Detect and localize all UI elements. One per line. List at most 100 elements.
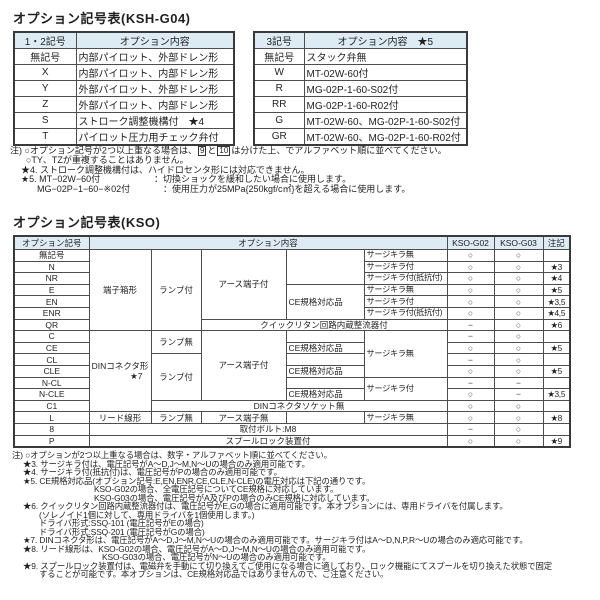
table-header-row: オプション記号 オプション内容 KSO-G02 KSO-G03 注記: [13, 235, 571, 250]
note-line: MG−02P−1−60−※02付 ：使用圧力が25MPa{250kgf/c㎡}を超…: [10, 183, 447, 195]
table-row: T パイロット圧力用チェック弁付: [13, 128, 235, 146]
earth-group-cell: アース端子付: [200, 249, 287, 320]
g02-mark: ○: [446, 306, 495, 320]
note-cell: ★4: [542, 272, 571, 285]
note-line: ★7. DINコネクタ形は、電圧記号がA〜D,J〜M,N〜Uの場合のみ適用可能で…: [23, 535, 528, 545]
g03-mark: ○: [493, 318, 544, 332]
surge-cell: サージキラ無: [363, 249, 448, 262]
g03-mark: ○: [493, 306, 544, 320]
lamp-group-cell: ランプ付: [150, 248, 202, 332]
surge-cell: サージキラ付(抵抗付): [363, 306, 448, 320]
symbol-cell: ENR: [13, 306, 90, 320]
g02-mark: ○: [446, 399, 495, 413]
symbol-cell: Z: [13, 96, 77, 113]
g02-mark: ○: [446, 364, 495, 378]
note-line: ★9. スプールロック装置付は、電磁弁を手動にて切り換えてご使用になる場合に適し…: [23, 560, 553, 571]
earth-group-cell: アース端子付: [200, 330, 287, 401]
g03-mark: ○: [493, 411, 544, 424]
g03-mark: ○: [493, 260, 544, 274]
note-cell: [542, 330, 571, 343]
empty-cell: [285, 249, 365, 285]
symbol-cell: N-CLE: [13, 388, 90, 401]
g03-mark: ○: [493, 399, 544, 413]
table-row: C DINコネクタ形 ★7 ランプ無 アース端子付 サージキラ無 − ○: [13, 330, 571, 413]
g03-mark: ○: [493, 330, 544, 343]
lamp-group-cell: ランプ無: [150, 411, 202, 424]
symbol-cell: GR: [253, 128, 305, 146]
symbol-cell: QR: [13, 318, 90, 332]
col-header-content: オプション内容: [75, 31, 235, 49]
content-cell: 内部パイロット、外部ドレン形: [75, 48, 235, 65]
form-group-cell: DINコネクタ形 ★7: [88, 330, 152, 413]
note-line: ★4. ストローク調整機構付は、ハイドロセンタ形には対応できません。: [21, 164, 310, 175]
col-header-content: オプション内容 ★5: [303, 31, 468, 49]
note-text: 注) ○オプション記号が2つ以上重なる場合は、: [10, 145, 197, 156]
boxed-number-9: 9: [197, 146, 207, 156]
kso-notes-block: 注) ○オプションが2つ以上重なる場合は、数字・アルファベット順に並べてください…: [12, 451, 552, 579]
symbol-cell: P: [13, 434, 90, 448]
content-cell: パイロット圧力用チェック弁付: [75, 128, 235, 146]
table-row: ENR サージキラ付(抵抗付) ○ ○ ★4,5: [13, 306, 571, 320]
note-cell: ★8: [542, 411, 571, 424]
symbol-cell: CLE: [13, 364, 90, 378]
table-header-row: 1・2記号 オプション内容: [13, 31, 235, 49]
table-row: CE CE規格対応品 ○ ○ ★5: [13, 341, 571, 355]
symbol-cell: EN: [13, 295, 90, 308]
kso-section-title: オプション記号表(KSO): [13, 215, 161, 230]
symbol-cell: G: [253, 112, 305, 129]
note-line: ★3. サージキラ付は、電圧記号がA〜D,J〜M,N〜Uの場合のみ適用可能です。: [23, 458, 310, 469]
surge-cell: サージキラ付: [363, 260, 448, 274]
note-cell: ★5: [542, 283, 571, 297]
table-header-row: 3記号 オプション内容 ★5: [253, 31, 468, 49]
bolt-cell: 取付ボルト:M8: [88, 422, 448, 436]
symbol-cell: 無記号: [13, 249, 90, 262]
content-cell: MG-02P-1-60-R02付: [303, 96, 468, 113]
surge-cell: サージキラ無: [363, 283, 448, 297]
g02-mark: ○: [446, 295, 495, 308]
note-line: ○TY、TZが重複することはありません。: [26, 155, 189, 165]
g02-mark: −: [446, 318, 495, 332]
table-row: 無記号 端子箱形 ランプ付 アース端子付 サージキラ無 ○ ○: [13, 248, 571, 332]
table-row: C1 DINコネクタソケット無 ○ ○: [13, 399, 571, 413]
note-cell: ★5: [542, 341, 571, 355]
note-line: ドライバ形式:SSQ-201 (電圧記号がGの場合): [39, 526, 205, 537]
table-row: W MT-02W-60付: [253, 64, 468, 81]
symbol-cell: C1: [13, 399, 90, 413]
table-row: R MG-02P-1-60-S02付: [253, 80, 468, 97]
g03-mark: ○: [493, 341, 544, 355]
empty-cell: [285, 353, 365, 366]
content-cell: ストローク調整機構付 ★4: [75, 112, 235, 129]
form-group-cell: リード線形: [88, 411, 152, 424]
kso-option-table: オプション記号 オプション内容 KSO-G02 KSO-G03 注記 無記号 端…: [13, 235, 571, 448]
ce-group-cell: CE規格対応品: [285, 283, 365, 320]
lamp-group-cell: ランプ無: [150, 330, 202, 355]
empty-cell: [285, 411, 365, 424]
surge-cell: サージキラ無: [363, 411, 448, 424]
symbol-cell: C: [13, 330, 90, 343]
g02-mark: ○: [446, 260, 495, 274]
symbol-cell: X: [13, 64, 77, 81]
g03-mark: ○: [493, 353, 544, 366]
g03-mark: ○: [493, 364, 544, 378]
note-line: 注) ○オプションが2つ以上重なる場合は、数字・アルファベット順に並べてください…: [12, 450, 332, 460]
note-cell: [542, 399, 571, 413]
ksh-option-table-3: 3記号 オプション内容 ★5 無記号 スタック弁無 W MT-02W-60付 R MG…: [253, 31, 468, 146]
note-cell: ★9: [542, 434, 571, 448]
table-row: G MT-02W-60、MG-02P-1-60-S02付: [253, 112, 468, 129]
ce-cell: CE規格対応品: [285, 341, 365, 355]
note-term: MG−02P−1−60−※02付: [37, 183, 131, 194]
note-line: ★5. MT−02W−60付 ：切換ショックを緩和したい場合に使用します。: [10, 174, 447, 185]
table-row: L リード線形 ランプ無 アース端子無 サージキラ無 ○ ○ ★8: [13, 411, 571, 424]
table-row: RR MG-02P-1-60-R02付: [253, 96, 468, 113]
boxed-number-10: 10: [217, 146, 231, 156]
note-line: ★4. サージキラ付(抵抗付)は、電圧記号がPの場合のみ適用可能です。: [23, 467, 282, 477]
g02-mark: −: [446, 376, 495, 390]
note-cell: [542, 422, 571, 436]
col-header-symbol: オプション記号: [13, 235, 90, 250]
note-line: 注) ○オプション記号が2つ以上重なる場合は、 9 と 10 は分けた上、でアルファベッ…: [10, 146, 447, 156]
table-row: Y 外部パイロット、外部ドレン形: [13, 80, 235, 97]
g02-mark: ○: [446, 283, 495, 297]
symbol-cell: CL: [13, 353, 90, 366]
note-text: は分けた上、でアルファベット順に並べてください。: [231, 145, 447, 156]
